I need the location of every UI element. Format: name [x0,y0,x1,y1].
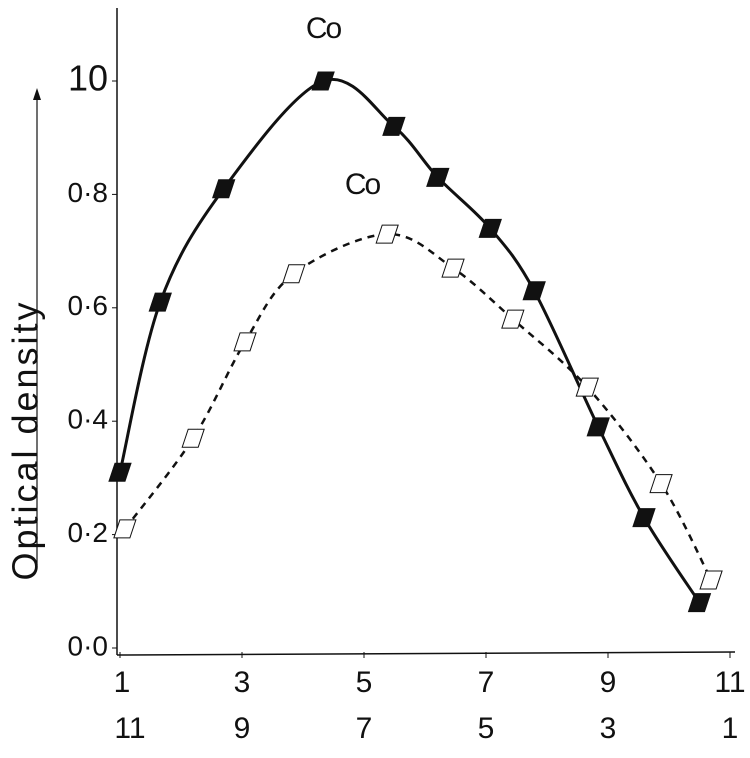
point-marker [699,570,723,590]
point-marker [687,593,712,613]
y-tick-label: 0·2 [68,517,108,548]
arrow-head [33,88,41,100]
annotation: Co [345,168,381,201]
point-marker [233,332,257,352]
y-tick-label: 10 [68,58,108,99]
x-tick-label: 3 [234,666,251,699]
x-tick-label: 9 [600,666,617,699]
point-marker [441,258,465,278]
x2-tick-label: 7 [356,712,373,745]
point-marker [522,281,546,301]
x2-tick-label: 5 [478,712,495,745]
point-marker [382,116,406,136]
point-marker [575,377,599,397]
point-marker [212,179,236,199]
point-marker [375,224,399,244]
y-tick-label: 0·6 [68,290,108,321]
x-axis [116,651,736,656]
y-tick-label: 0·0 [68,630,108,661]
y-tick-label: 0·8 [68,177,108,208]
series-line [123,232,713,581]
point-marker [311,71,335,91]
y-tick-label: 0·4 [68,404,108,435]
point-marker [649,474,673,494]
point-marker [586,417,610,437]
point-marker [148,292,172,312]
point-marker [426,167,450,187]
point-marker [181,428,205,448]
x-tick-label: 11 [714,666,745,699]
point-marker [108,462,132,482]
x-tick-label: 1 [114,666,131,699]
point-marker [501,309,525,329]
x-tick-label: 5 [356,666,373,699]
point-marker [632,508,656,528]
point-marker [478,218,502,238]
point-marker [113,519,137,539]
annotation: Co [306,12,342,45]
x-tick-label: 7 [478,666,495,699]
x2-tick-label: 1 [722,712,739,745]
x2-tick-label: 9 [234,712,251,745]
point-marker [282,264,306,284]
x2-tick-label: 3 [600,712,617,745]
x2-tick-label: 11 [114,712,145,745]
series-line [118,77,701,604]
y-axis-label: Optical density [5,299,46,580]
